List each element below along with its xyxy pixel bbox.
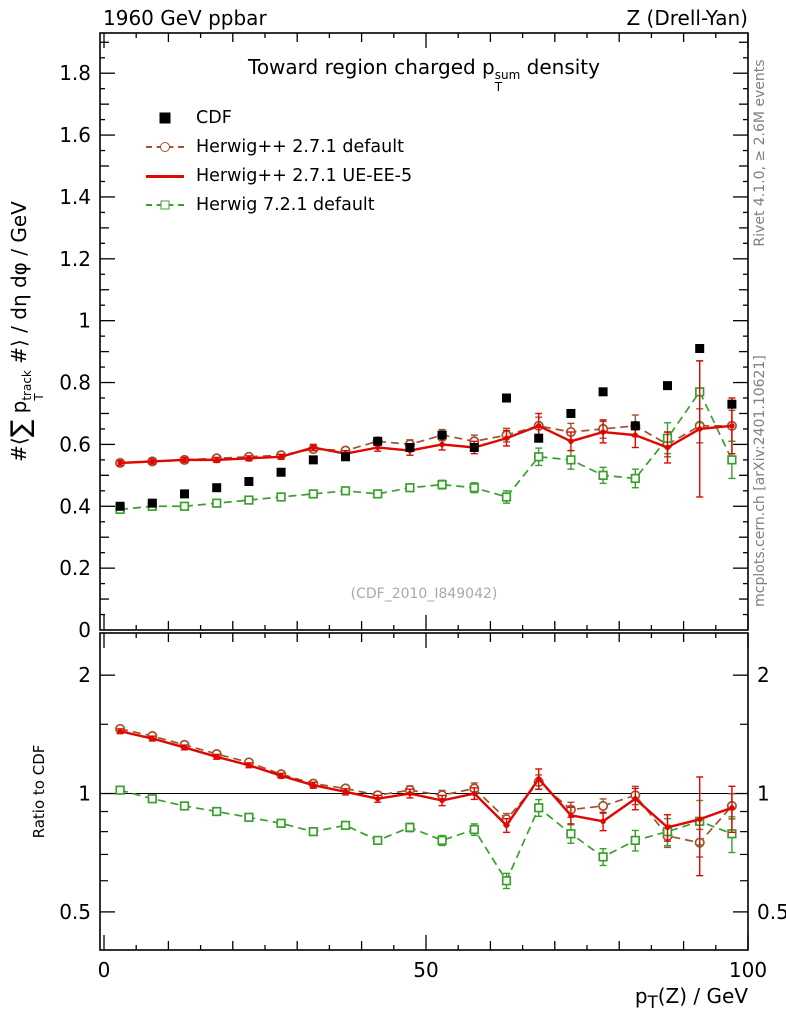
ylabel-sub: T — [32, 393, 47, 401]
title-suffix: density — [520, 55, 600, 79]
legend-item-herwigpp-default: Herwig++ 2.7.1 default — [146, 132, 412, 161]
xlabel-sub: T — [647, 993, 658, 1012]
legend-label-herwig7-default: Herwig 7.2.1 default — [196, 194, 375, 215]
svg-text:2: 2 — [757, 663, 770, 687]
svg-text:0: 0 — [78, 618, 91, 642]
ylabel-supsub: track T — [20, 370, 47, 401]
svg-text:2: 2 — [78, 663, 91, 687]
sum-symbol: ∑ — [6, 419, 36, 438]
title-sup: sum — [494, 68, 521, 83]
legend-label-cdf: CDF — [196, 107, 232, 128]
analysis-watermark: (CDF_2010_I849042) — [350, 586, 498, 602]
herwig7-default-marker-icon — [146, 198, 184, 212]
ylabel-suffix: #⟩ / dη dφ / GeV — [6, 201, 31, 371]
rivet-version-note: Rivet 4.1.0, ≥ 2.6M events — [752, 59, 768, 247]
title-sub: T — [494, 80, 503, 95]
ylabel-prefix: #⟨ — [6, 437, 31, 462]
plot-title: Toward region charged p sum T density — [100, 55, 748, 93]
legend: CDF Herwig++ 2.7.1 default Herwig++ 2.7.… — [146, 103, 412, 219]
main-y-axis-label: #⟨∑ p track T #⟩ / dη dφ / GeV — [6, 33, 46, 630]
herwigpp-default-marker-icon — [146, 140, 184, 154]
svg-text:0.6: 0.6 — [59, 432, 91, 456]
beam-energy-label: 1960 GeV ppbar — [103, 6, 267, 30]
legend-item-herwig7-default: Herwig 7.2.1 default — [146, 190, 412, 219]
svg-text:1.6: 1.6 — [59, 123, 91, 147]
herwigpp-ueee5-marker-icon — [146, 169, 184, 183]
legend-label-herwigpp-ueee5: Herwig++ 2.7.1 UE-EE-5 — [196, 165, 413, 186]
process-label: Z (Drell-Yan) — [626, 6, 748, 30]
svg-text:1.2: 1.2 — [59, 247, 91, 271]
mcplots-reference-note: mcplots.cern.ch [arXiv:2401.10621] — [752, 355, 768, 607]
svg-text:1.8: 1.8 — [59, 61, 91, 85]
cdf-marker-icon — [146, 111, 184, 125]
ratio-y-axis-label: Ratio to CDF — [30, 744, 48, 839]
svg-text:50: 50 — [413, 958, 438, 982]
title-prefix: Toward region charged p — [248, 55, 495, 79]
svg-text:0.8: 0.8 — [59, 371, 91, 395]
svg-text:1: 1 — [78, 309, 91, 333]
svg-text:0.5: 0.5 — [757, 900, 786, 924]
title-supsub: sum T — [495, 69, 521, 93]
svg-text:0.4: 0.4 — [59, 494, 91, 518]
legend-item-herwigpp-ueee5: Herwig++ 2.7.1 UE-EE-5 — [146, 161, 412, 190]
xlabel-suffix: (Z) / GeV — [657, 984, 748, 1008]
svg-text:0.2: 0.2 — [59, 556, 91, 580]
svg-text:100: 100 — [729, 958, 767, 982]
xlabel-prefix: p — [634, 984, 648, 1008]
legend-label-herwigpp-default: Herwig++ 2.7.1 default — [196, 136, 404, 157]
svg-text:1: 1 — [78, 782, 91, 806]
svg-text:1: 1 — [757, 782, 770, 806]
svg-text:0.5: 0.5 — [59, 900, 91, 924]
ylabel-mid: p — [6, 400, 31, 420]
legend-item-cdf: CDF — [146, 103, 412, 132]
svg-text:1.4: 1.4 — [59, 185, 91, 209]
x-axis-label: pT(Z) / GeV — [635, 984, 748, 1012]
svg-text:0: 0 — [98, 958, 111, 982]
